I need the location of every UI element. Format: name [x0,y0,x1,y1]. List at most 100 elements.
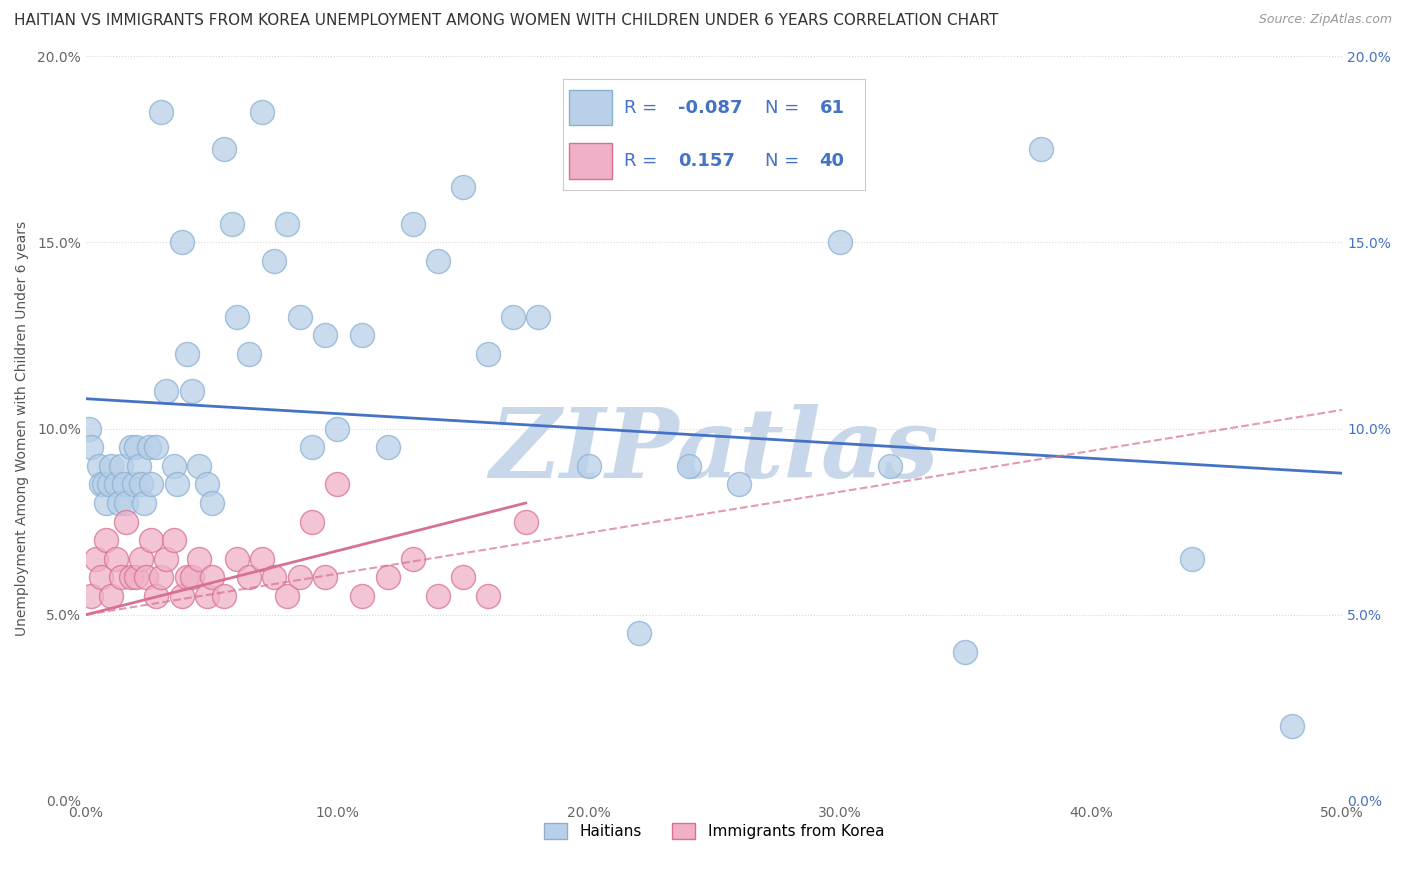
Point [195,477,218,491]
Point [221,217,243,231]
Point [1029,142,1052,156]
Point [138,440,160,454]
Point [145,589,167,603]
Text: HAITIAN VS IMMIGRANTS FROM KOREA UNEMPLOYMENT AMONG WOMEN WITH CHILDREN UNDER 6 : HAITIAN VS IMMIGRANTS FROM KOREA UNEMPLO… [14,13,998,29]
Point [80,440,103,454]
Point [163,458,186,473]
Point [163,533,186,548]
Point [135,570,157,584]
Point [212,589,235,603]
Point [176,570,198,584]
Point [77,421,100,435]
Point [377,570,399,584]
Point [451,570,474,584]
Y-axis label: Unemployment Among Women with Children Under 6 years: Unemployment Among Women with Children U… [15,221,30,636]
Point [180,570,202,584]
Point [110,570,132,584]
Point [132,496,155,510]
Point [115,496,138,510]
Point [238,347,260,361]
Point [80,589,103,603]
Point [105,477,128,491]
Point [352,328,374,343]
Point [402,552,425,566]
Point [301,440,323,454]
Point [170,589,193,603]
Point [97,477,120,491]
Point [250,105,273,120]
Point [115,515,138,529]
Point [90,477,112,491]
Point [426,589,449,603]
Point [426,254,449,268]
Point [828,235,851,250]
Point [87,458,110,473]
Point [288,310,311,324]
Point [125,570,148,584]
Point [195,589,218,603]
Point [578,458,600,473]
Point [955,645,977,659]
Legend: Haitians, Immigrants from Korea: Haitians, Immigrants from Korea [538,817,890,846]
Point [250,552,273,566]
Point [728,477,751,491]
Point [263,254,285,268]
Point [125,440,148,454]
Point [402,217,425,231]
Point [276,217,298,231]
Point [263,570,285,584]
Text: ZIPatlas: ZIPatlas [489,404,939,498]
Point [110,458,132,473]
Point [112,477,135,491]
Point [1180,552,1202,566]
Point [352,589,374,603]
Point [105,552,128,566]
Point [96,496,118,510]
Point [314,328,336,343]
Point [326,477,349,491]
Point [477,347,499,361]
Point [377,440,399,454]
Point [122,477,145,491]
Point [100,458,122,473]
Point [93,477,115,491]
Point [84,552,107,566]
Point [107,496,129,510]
Point [212,142,235,156]
Point [188,552,211,566]
Point [141,477,163,491]
Point [166,477,188,491]
Point [1281,719,1303,733]
Point [301,515,323,529]
Point [879,458,901,473]
Point [627,626,650,640]
Point [155,384,177,399]
Point [176,347,198,361]
Point [180,384,202,399]
Point [120,440,142,454]
Point [527,310,550,324]
Point [477,589,499,603]
Point [155,552,177,566]
Point [314,570,336,584]
Point [170,235,193,250]
Point [502,310,524,324]
Point [100,589,122,603]
Point [225,310,247,324]
Point [238,570,260,584]
Point [678,458,700,473]
Point [288,570,311,584]
Point [188,458,211,473]
Point [145,440,167,454]
Point [326,421,349,435]
Point [451,179,474,194]
Point [225,552,247,566]
Point [276,589,298,603]
Point [90,570,112,584]
Point [515,515,537,529]
Point [128,458,150,473]
Point [96,533,118,548]
Point [131,552,153,566]
Point [150,570,173,584]
Point [201,496,224,510]
